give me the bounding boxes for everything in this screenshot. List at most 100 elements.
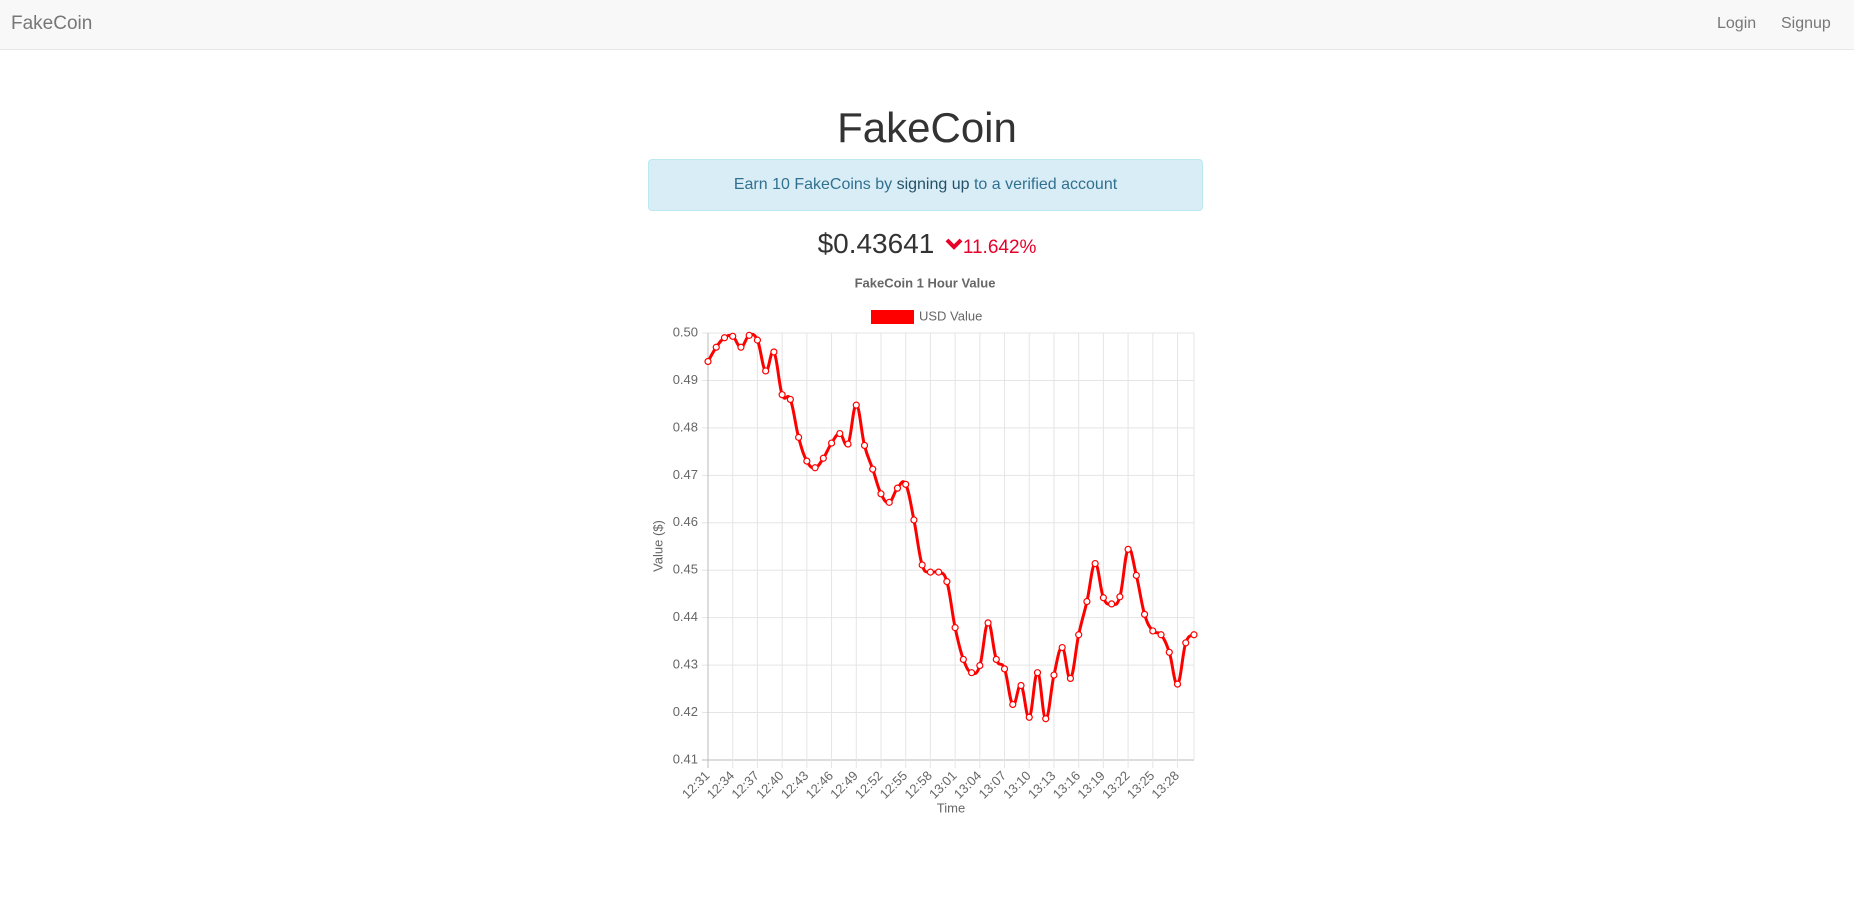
down-icon [945,238,963,250]
chart-title: FakeCoin 1 Hour Value [855,275,996,290]
point [992,655,1000,664]
y-tick-label: 0.43 [673,657,698,672]
point [1091,559,1099,568]
x-tick-label: 12:37 [728,768,762,802]
x-tick-label: 12:46 [802,768,836,802]
point [1099,594,1107,602]
y-tick-label: 0.46 [673,514,698,529]
point [811,464,819,472]
x-tick-label: 12:31 [679,768,713,802]
point [819,454,827,462]
point [1149,627,1157,635]
y-tick-label: 0.47 [673,467,698,482]
x-tick-label: 13:13 [1025,768,1059,802]
x-tick-label: 13:25 [1124,768,1158,802]
point [869,465,877,473]
point [860,441,869,450]
page-title: FakeCoin [837,104,1017,151]
y-axis-label: Value ($) [650,520,665,572]
point [893,484,902,492]
point [902,480,910,488]
point [836,429,844,438]
point [786,395,794,404]
legend-label: USD Value [919,308,982,323]
x-tick-label: 12:34 [704,768,738,802]
point [984,619,992,627]
x-tick-label: 12:40 [753,768,787,802]
x-tick-label: 13:01 [926,768,960,802]
point [737,343,745,351]
point [877,490,885,498]
point [1132,571,1140,580]
point [1075,631,1083,639]
point [951,624,959,632]
price-value: $0.43641 [817,228,935,259]
point [803,457,811,465]
y-tick-label: 0.50 [673,324,698,339]
brand[interactable]: FakeCoin [11,13,93,34]
point [1182,639,1190,647]
point [1173,680,1182,688]
login-link[interactable]: Login [1717,15,1757,32]
point [976,661,984,670]
point [935,568,943,576]
point [745,331,753,339]
x-tick-label: 12:58 [901,768,935,802]
x-tick-label: 12:55 [877,768,911,802]
y-tick-label: 0.45 [673,562,698,577]
legend-swatch [871,310,914,324]
point [778,391,786,399]
y-tick-label: 0.44 [673,609,698,624]
point [704,357,712,366]
x-tick-label: 12:52 [852,768,886,802]
signup-link[interactable]: Signup [1781,15,1831,32]
point [1190,631,1198,639]
x-tick-label: 13:04 [951,768,985,802]
point [1033,669,1042,677]
point [1108,600,1116,608]
point [1116,593,1124,601]
x-tick-label: 13:07 [975,768,1009,802]
point [967,669,976,677]
alert-text: Earn 10 FakeCoins by [733,176,897,193]
point [770,348,778,356]
price: $0.43641 11.642% [0,228,1854,260]
point [885,498,893,506]
point [1083,597,1091,606]
y-tick-label: 0.48 [673,419,698,434]
signup-link[interactable]: signing up [896,176,970,193]
point [827,439,836,447]
point [1017,681,1025,690]
alert-text: to a verified account [969,176,1118,193]
point [852,401,860,409]
point [729,332,737,340]
point [943,578,951,586]
point [1140,610,1149,618]
point [762,367,770,375]
price-change: 11.642% [962,237,1037,258]
x-tick-label: 13:19 [1074,768,1108,802]
x-tick-label: 13:22 [1099,768,1133,802]
y-tick-label: 0.41 [673,751,698,766]
point [712,343,720,351]
point [918,561,926,569]
alert: Earn 10 FakeCoins by signing up to a ver… [648,159,1203,211]
point [720,334,729,342]
point [1009,700,1017,709]
x-tick-label: 13:10 [1000,768,1034,802]
point [844,440,852,448]
y-tick-label: 0.42 [673,704,698,719]
point [1058,643,1066,652]
point [1025,713,1033,721]
point [795,433,803,441]
x-tick-label: 13:16 [1050,768,1084,802]
x-tick-label: 12:43 [778,768,812,802]
point [1124,545,1132,553]
point [959,655,967,664]
navbar: FakeCoin Login Signup [0,0,1854,50]
point [1066,674,1075,682]
point [1157,631,1165,639]
point [1000,665,1009,673]
